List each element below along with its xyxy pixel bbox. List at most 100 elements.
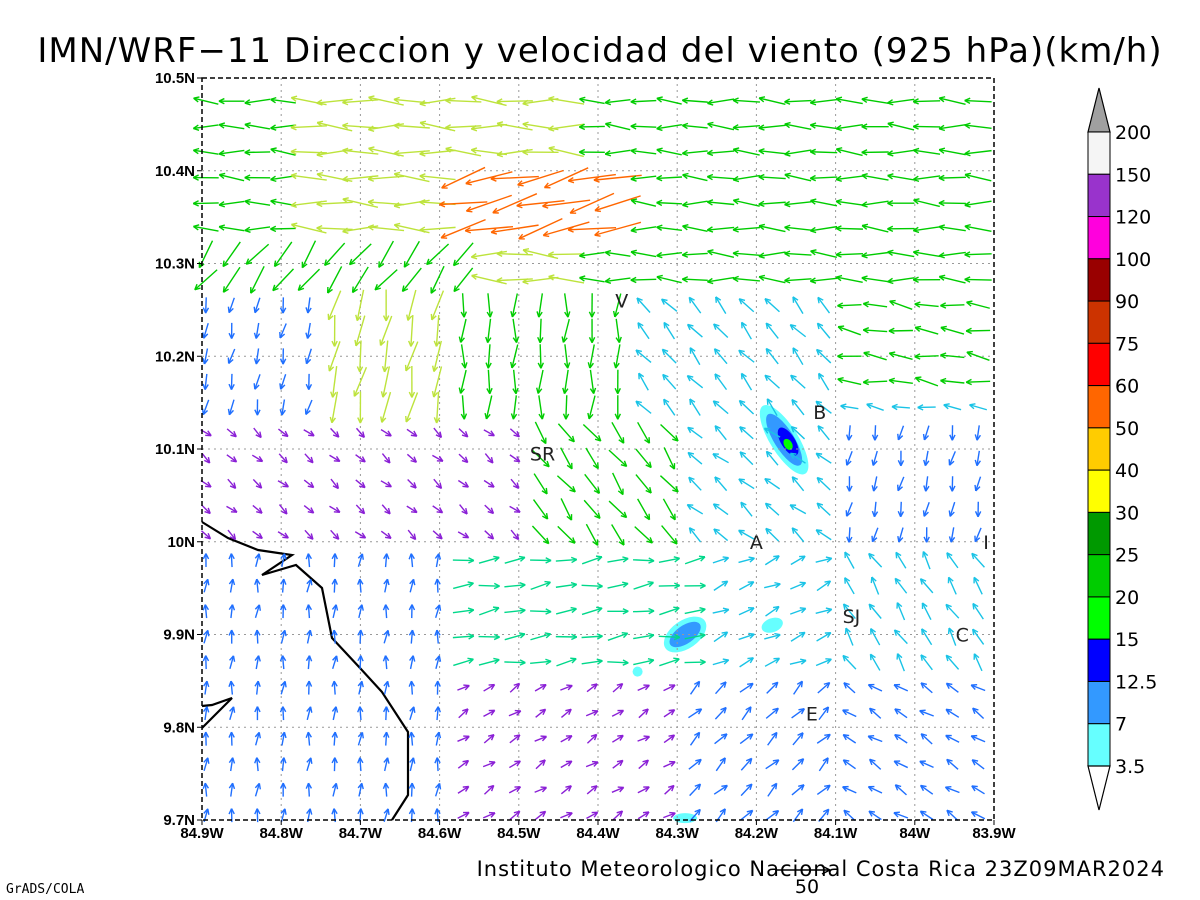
wind-vector bbox=[316, 171, 353, 182]
wind-vector bbox=[949, 476, 956, 492]
wind-vector bbox=[948, 451, 956, 466]
wind-vector bbox=[758, 251, 786, 259]
wind-vector bbox=[457, 684, 470, 691]
wind-vector bbox=[408, 731, 415, 746]
wind-vector bbox=[868, 707, 882, 719]
wind-vector bbox=[739, 657, 754, 668]
wind-vector bbox=[791, 527, 805, 543]
wind-vector bbox=[535, 810, 547, 820]
colorbar-bottom-arrow bbox=[1087, 765, 1111, 811]
wind-vector bbox=[218, 97, 245, 105]
wind-vector bbox=[244, 122, 271, 130]
grads-credit: GrADS/COLA bbox=[6, 882, 84, 897]
wind-vector bbox=[254, 629, 261, 644]
colorbar-segment bbox=[1087, 511, 1111, 556]
wind-vector bbox=[434, 655, 442, 670]
wind-vector bbox=[923, 450, 930, 467]
wind-vector bbox=[914, 325, 939, 335]
wind-vector bbox=[329, 454, 341, 463]
wind-vector bbox=[512, 369, 519, 395]
wind-vector bbox=[715, 757, 726, 772]
wind-vector bbox=[689, 398, 701, 416]
wind-vector bbox=[383, 629, 390, 644]
wind-vector bbox=[532, 499, 549, 520]
wind-vector bbox=[228, 553, 235, 568]
wind-vector bbox=[305, 297, 312, 314]
wind-vector bbox=[888, 351, 913, 360]
wind-vector bbox=[270, 147, 296, 156]
wind-vector bbox=[740, 783, 753, 797]
wind-vector bbox=[662, 373, 677, 390]
wind-vector bbox=[531, 449, 550, 468]
wind-vector bbox=[383, 553, 390, 568]
wind-vector bbox=[290, 95, 327, 106]
wind-vector bbox=[888, 377, 913, 385]
wind-vector bbox=[630, 198, 657, 207]
wind-vector bbox=[563, 344, 571, 369]
city-label: I bbox=[983, 532, 989, 554]
x-tick-label: 84.2W bbox=[735, 825, 779, 842]
wind-vector bbox=[663, 684, 676, 692]
wind-vector bbox=[579, 275, 605, 283]
wind-vector bbox=[589, 369, 597, 395]
wind-vector bbox=[612, 472, 624, 496]
wind-vector bbox=[254, 731, 262, 746]
footer-text: Instituto Meteorologico Nacional Costa R… bbox=[477, 857, 1165, 881]
wind-vector bbox=[972, 628, 985, 645]
wind-vector bbox=[790, 374, 806, 389]
wind-vector bbox=[393, 96, 430, 104]
wind-vector bbox=[732, 275, 761, 283]
wind-vector bbox=[974, 450, 981, 467]
wind-vector bbox=[938, 224, 966, 232]
wind-vector bbox=[227, 297, 235, 314]
wind-vector bbox=[764, 374, 780, 389]
wind-vector bbox=[740, 757, 753, 771]
wind-vector bbox=[732, 226, 761, 233]
wind-vector bbox=[409, 578, 416, 593]
wind-vector bbox=[534, 421, 547, 445]
wind-vector bbox=[923, 476, 930, 492]
wind-vector bbox=[969, 403, 988, 411]
wind-vector bbox=[486, 293, 493, 318]
x-tick-label: 84.9W bbox=[180, 825, 224, 842]
wind-vector bbox=[764, 657, 781, 667]
wind-vector bbox=[656, 147, 682, 156]
wind-vector bbox=[738, 478, 755, 490]
wind-vector bbox=[380, 391, 392, 423]
colorbar-segment bbox=[1087, 216, 1111, 260]
wind-vector bbox=[945, 603, 960, 619]
wind-vector bbox=[382, 655, 390, 670]
wind-vector bbox=[594, 221, 642, 237]
wind-vector bbox=[844, 551, 855, 569]
wind-vector bbox=[583, 499, 601, 519]
wind-vector bbox=[843, 682, 856, 694]
wind-vector bbox=[280, 578, 287, 593]
wind-vector bbox=[656, 199, 683, 207]
wind-vector bbox=[740, 372, 753, 391]
wind-vector bbox=[887, 98, 915, 106]
wind-vector bbox=[484, 453, 494, 464]
wind-vector bbox=[660, 424, 679, 442]
colorbar-label: 100 bbox=[1115, 249, 1151, 271]
wind-vector bbox=[581, 582, 603, 590]
wind-vector bbox=[383, 578, 390, 593]
colorbar-segment bbox=[1087, 469, 1111, 513]
wind-vector bbox=[611, 786, 625, 793]
wind-vector bbox=[483, 734, 495, 744]
wind-vector bbox=[432, 530, 443, 540]
wind-vector bbox=[688, 758, 702, 770]
wind-vector bbox=[331, 706, 339, 721]
wind-vector bbox=[253, 348, 261, 365]
wind-vector bbox=[944, 785, 960, 794]
wind-vector bbox=[383, 731, 390, 746]
wind-vector bbox=[938, 147, 966, 156]
wind-vector bbox=[228, 731, 235, 746]
wind-vector bbox=[406, 428, 418, 437]
wind-vector bbox=[408, 680, 416, 695]
colorbar-label: 3.5 bbox=[1115, 756, 1145, 778]
wind-vector bbox=[946, 758, 959, 770]
wind-vector bbox=[434, 706, 441, 721]
wind-vector bbox=[871, 476, 878, 492]
wind-vector bbox=[888, 327, 913, 335]
y-tick-label: 10N bbox=[167, 534, 195, 551]
